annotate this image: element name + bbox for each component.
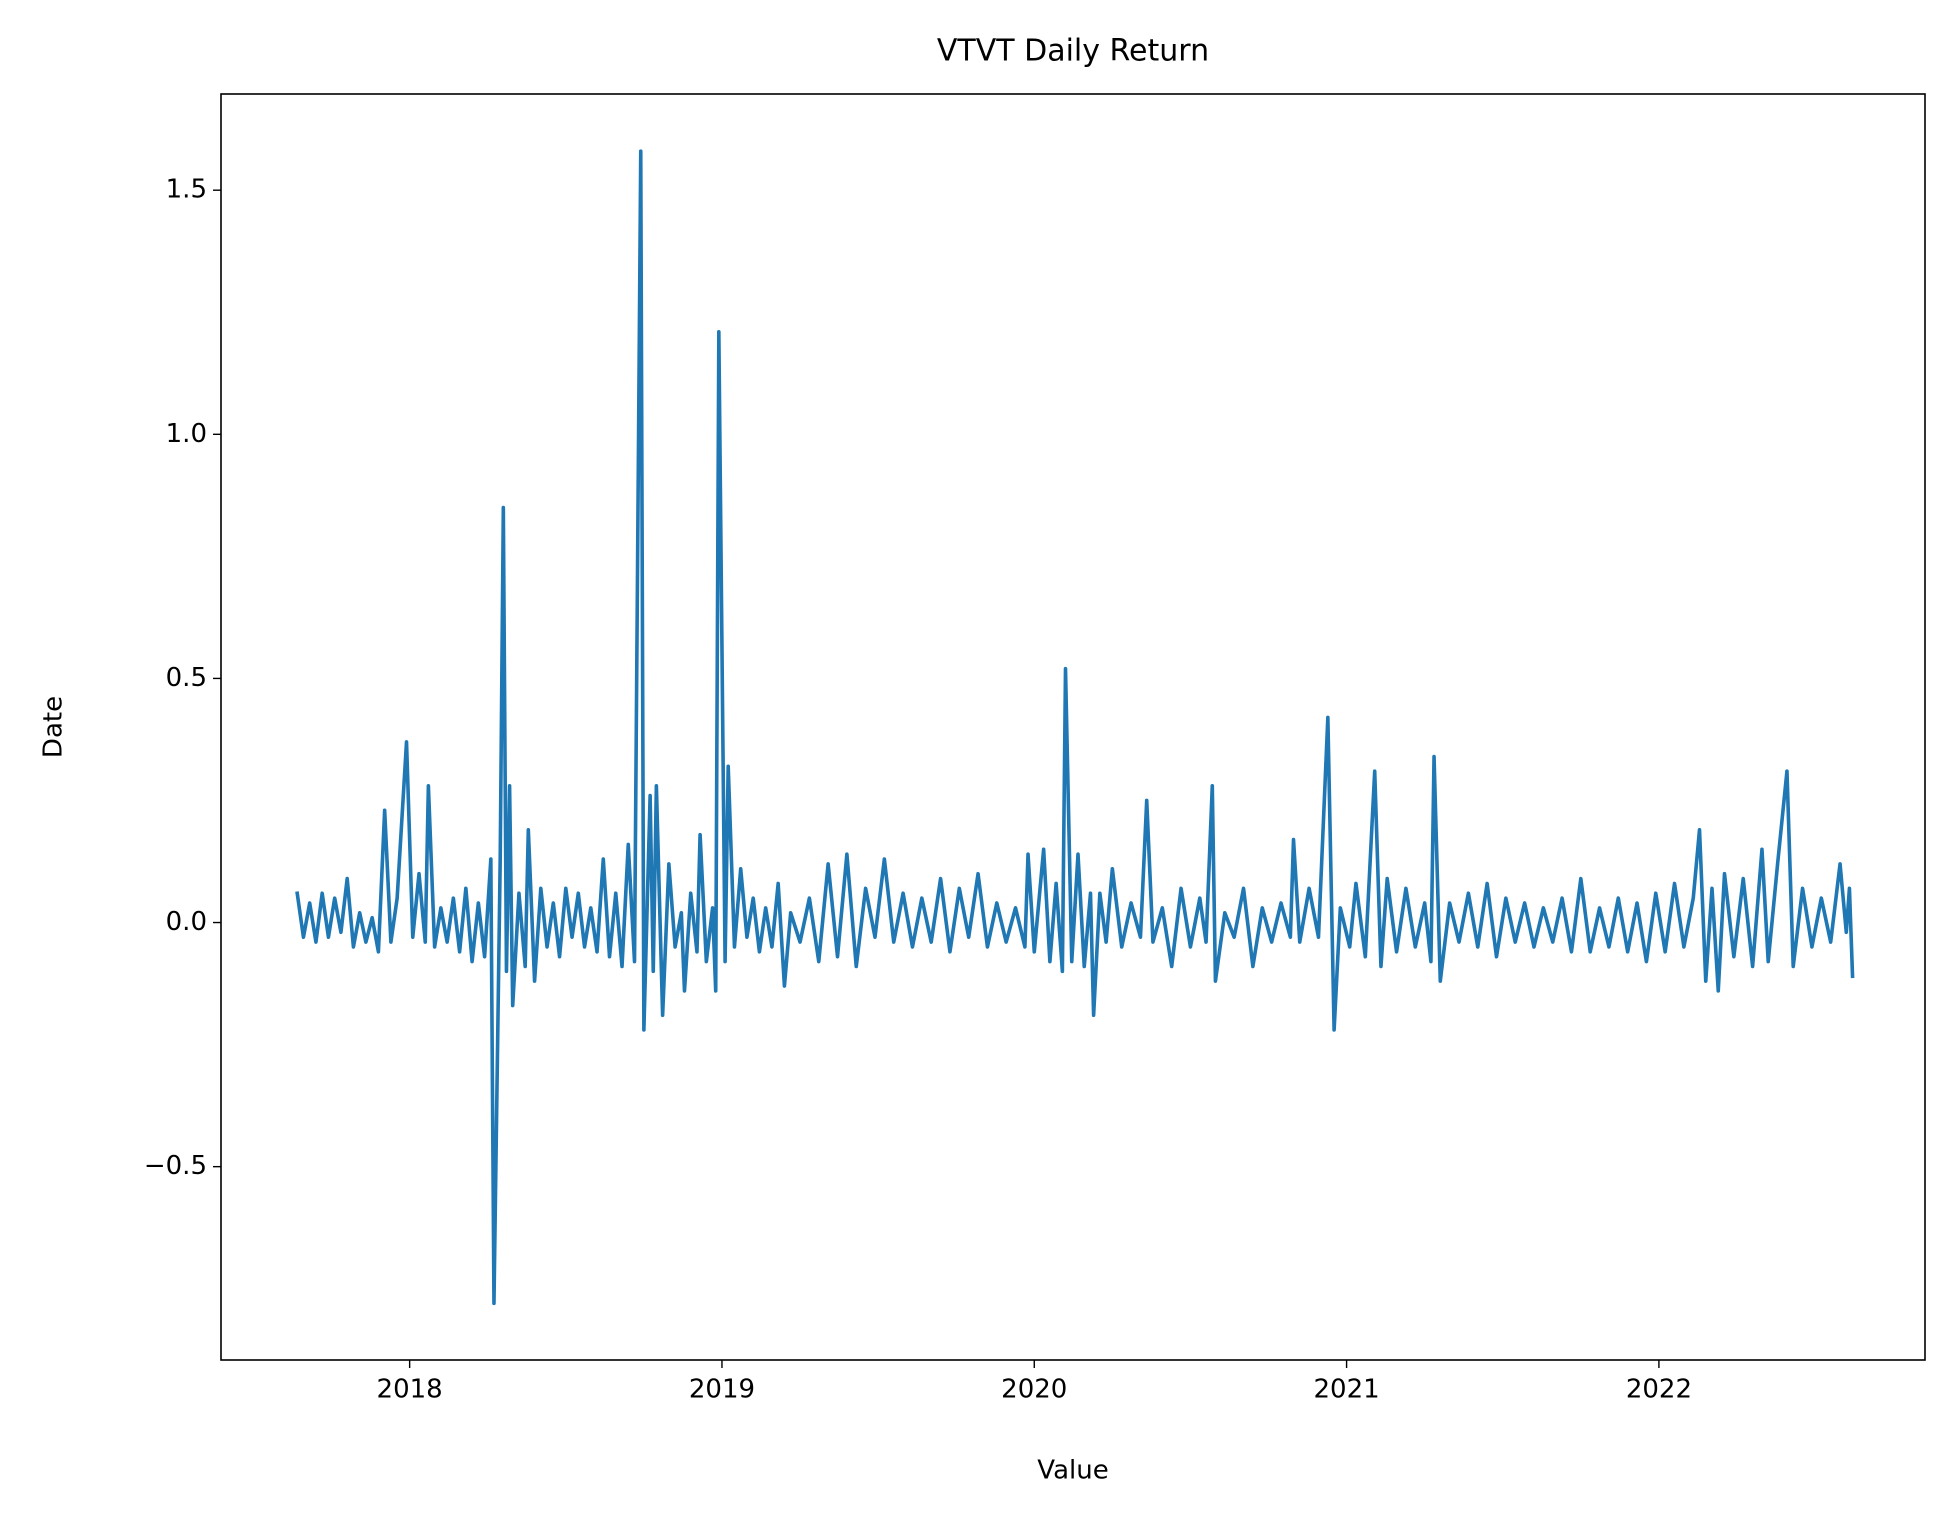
plot-frame bbox=[220, 93, 1926, 1361]
x-tick-label: 2020 bbox=[1001, 1375, 1067, 1405]
y-axis-label: Date bbox=[39, 696, 69, 758]
x-tick-label: 2018 bbox=[377, 1375, 443, 1405]
y-tick-label: 0.0 bbox=[166, 907, 207, 937]
y-tick-label: −0.5 bbox=[144, 1151, 207, 1181]
line-series bbox=[295, 149, 1855, 1306]
x-tick-label: 2021 bbox=[1314, 1375, 1380, 1405]
y-tick-label: 1.5 bbox=[166, 175, 207, 205]
x-axis-label: Value bbox=[1037, 1456, 1108, 1486]
x-tick-label: 2019 bbox=[689, 1375, 755, 1405]
chart-title: VTVT Daily Return bbox=[937, 34, 1209, 69]
y-tick-label: 0.5 bbox=[166, 663, 207, 693]
y-tick-label: 1.0 bbox=[166, 419, 207, 449]
x-tick-label: 2022 bbox=[1626, 1375, 1692, 1405]
